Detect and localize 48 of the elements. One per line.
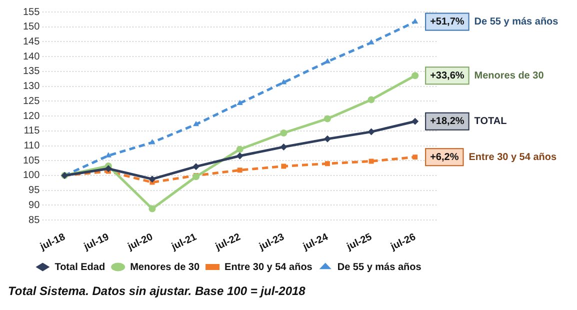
point [280, 78, 287, 84]
y-tick-label: 135 [22, 66, 40, 78]
y-tick-label: 130 [22, 81, 40, 92]
point [192, 173, 200, 180]
y-tick-label: 115 [24, 126, 40, 137]
point [324, 115, 331, 122]
y-tick-label: 95 [28, 185, 40, 196]
point [192, 163, 200, 170]
point [281, 164, 286, 169]
point [368, 128, 375, 136]
point [148, 205, 156, 212]
point [280, 129, 288, 136]
y-tick-label: 90 [28, 200, 40, 211]
legend-label: Total Edad [54, 262, 106, 273]
point [236, 100, 243, 106]
annotation: +33,6% Menores de 30 [430, 70, 544, 82]
point [193, 120, 200, 126]
y-tick-label: 110 [24, 140, 40, 152]
annotation: +18,2% TOTAL [430, 116, 507, 128]
point [412, 72, 419, 80]
point [324, 161, 330, 166]
y-tick-label: 85 [28, 214, 40, 226]
annotation: +51,7% De 55 y más años [430, 16, 559, 28]
text: Total Sistema. Datos sin ajustar. Base 100 = jul-2018 [8, 284, 306, 298]
point [324, 135, 331, 142]
point [412, 118, 419, 125]
legend-label: Entre 30 y 54 años [224, 262, 313, 273]
annotation: +6,2% Entre 30 y 54 años [430, 152, 557, 163]
y-tick-label: 100 [22, 170, 40, 182]
point [280, 143, 288, 150]
y-tick-label: 150 [22, 22, 40, 33]
point [148, 176, 156, 183]
y-tick-label: 140 [22, 51, 40, 62]
point [236, 146, 244, 153]
point [412, 18, 418, 24]
point [368, 96, 375, 104]
y-tick-label: 125 [22, 96, 40, 107]
y-tick-label: 155 [22, 6, 40, 18]
y-tick-label: 120 [22, 110, 40, 122]
point [368, 158, 374, 164]
legend-label: De 55 y más años [337, 262, 422, 273]
y-tick-label: 105 [22, 155, 40, 166]
y-tick-label: 145 [22, 36, 40, 48]
legend-label: Menores de 30 [130, 262, 200, 273]
point [237, 168, 242, 173]
point [104, 165, 112, 172]
point [236, 152, 244, 160]
point [412, 154, 418, 160]
